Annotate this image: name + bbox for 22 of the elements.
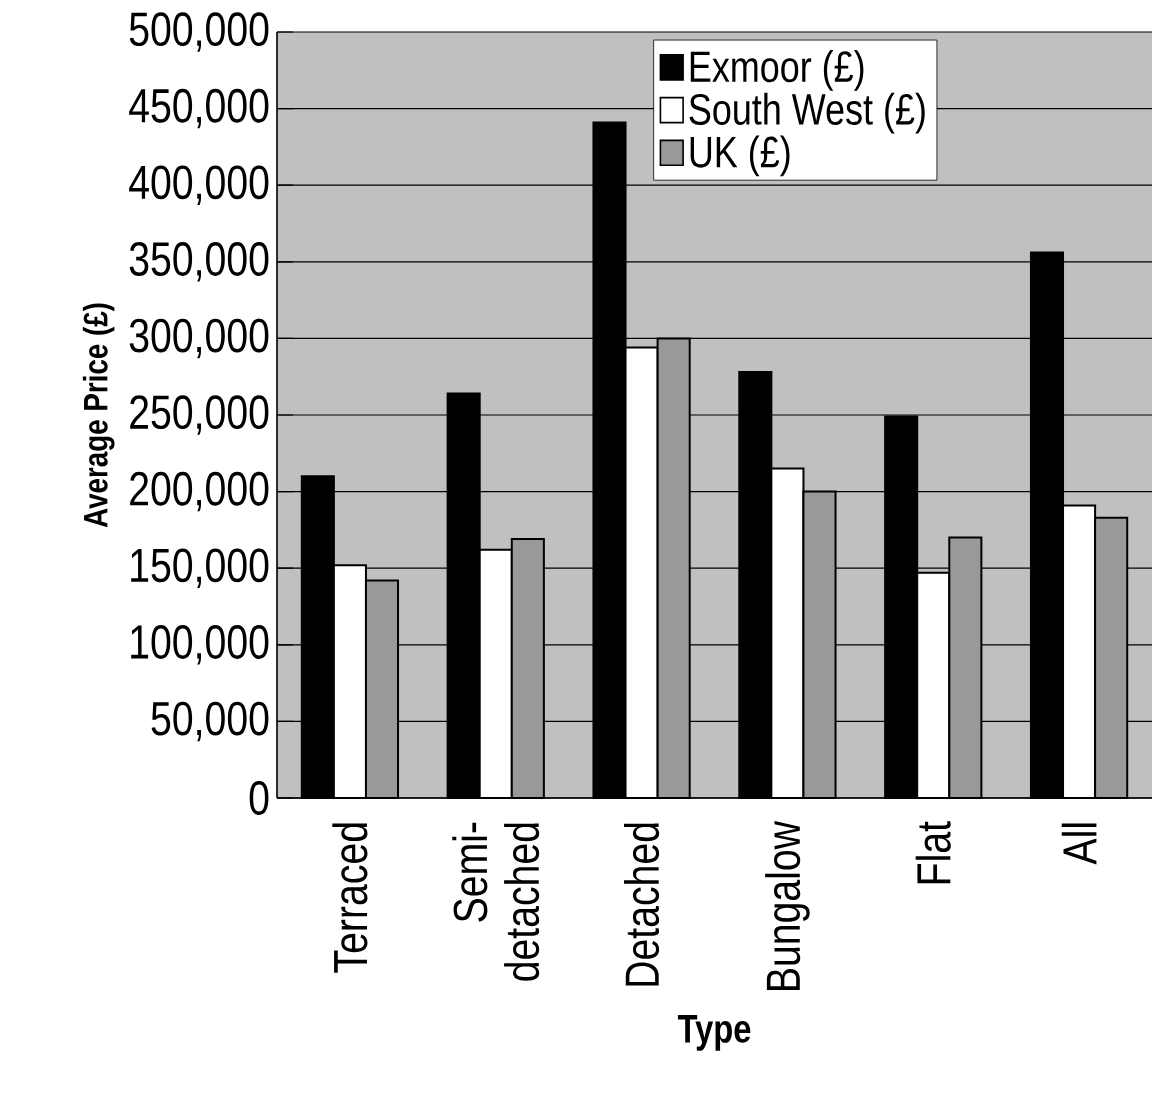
y-axis-title: Average Price (£) <box>82 303 115 528</box>
y-tick-label: 50,000 <box>151 701 269 742</box>
legend-label: UK (£) <box>690 135 790 177</box>
y-tick-label: 400,000 <box>129 165 269 205</box>
y-tick-label: 450,000 <box>129 88 269 129</box>
legend-label: Exmoor (£) <box>690 50 864 91</box>
y-tick-label: 350,000 <box>129 242 269 282</box>
legend-label: South West (£) <box>689 92 925 134</box>
x-tick-label: Semi-detached <box>452 822 540 981</box>
y-tick-label: 150,000 <box>131 548 269 588</box>
y-tick-label: 300,000 <box>129 318 269 359</box>
y-tick-label: 500,000 <box>129 12 269 52</box>
x-tick-label: Terraced <box>332 823 368 973</box>
y-tick-label: 0 <box>249 781 269 815</box>
y-tick-label: 200,000 <box>130 471 269 512</box>
y-tick-label: 250,000 <box>130 395 269 435</box>
y-tick-label: 100,000 <box>131 625 269 665</box>
x-tick-label: All <box>1061 823 1097 865</box>
x-tick-label: Detached <box>624 823 660 986</box>
x-tick-label: Bungalow <box>765 820 810 990</box>
x-axis-title: Type <box>677 1015 751 1051</box>
x-tick-label: Flat <box>915 821 951 884</box>
